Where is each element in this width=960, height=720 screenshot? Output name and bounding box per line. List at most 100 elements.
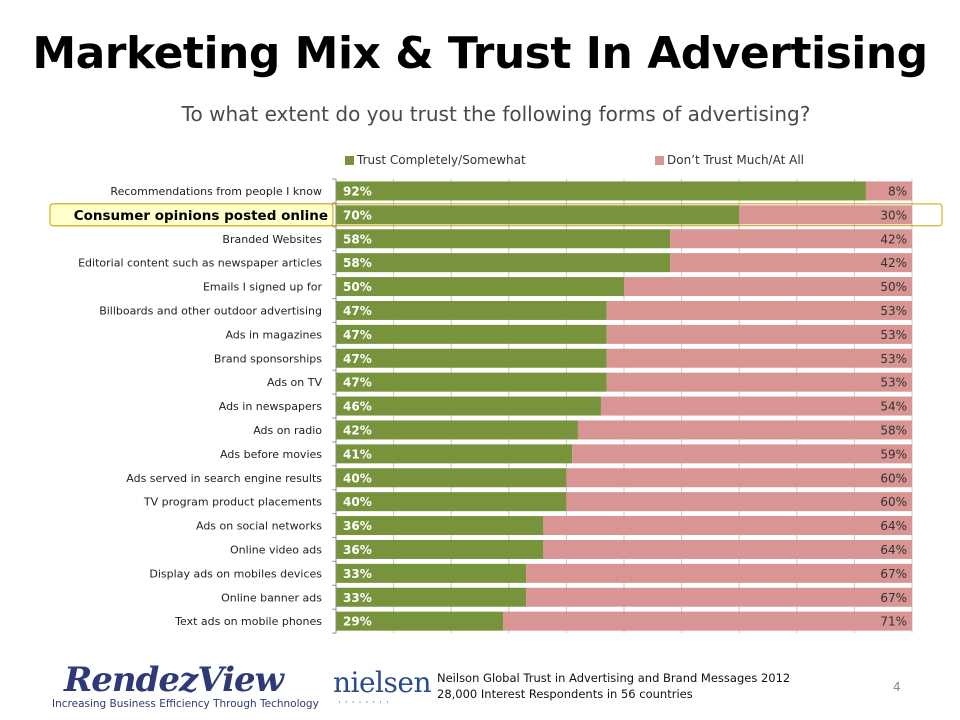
bar-trust xyxy=(336,372,607,392)
data-label-dont-trust: 67% xyxy=(880,591,907,605)
bar-trust xyxy=(336,611,504,631)
data-label-trust: 33% xyxy=(343,567,372,581)
legend-label-trust: Trust Completely/Somewhat xyxy=(357,153,526,167)
bar-trust xyxy=(336,277,624,297)
data-label-trust: 42% xyxy=(343,423,372,437)
bar-dont-trust xyxy=(503,611,912,631)
data-label-dont-trust: 71% xyxy=(880,615,907,629)
category-label: Online banner ads xyxy=(221,591,322,604)
bar-trust xyxy=(336,539,544,559)
bar-trust xyxy=(336,348,607,368)
data-label-dont-trust: 53% xyxy=(880,328,907,342)
bar-trust xyxy=(336,468,567,488)
bar-dont-trust xyxy=(577,420,912,440)
data-label-dont-trust: 58% xyxy=(880,423,907,437)
data-label-trust: 33% xyxy=(343,591,372,605)
category-label: Display ads on mobiles devices xyxy=(149,567,322,580)
rendezview-logo: RendezView Increasing Business Efficienc… xyxy=(52,660,319,716)
bar-dont-trust xyxy=(600,396,912,416)
bar-dont-trust xyxy=(606,300,912,320)
data-label-dont-trust: 53% xyxy=(880,376,907,390)
category-label: Ads on radio xyxy=(253,424,322,437)
source-line-2: 28,000 Interest Respondents in 56 countr… xyxy=(437,687,693,701)
category-label: Ads in newspapers xyxy=(219,400,323,413)
rendezview-logo-tagline: Increasing Business Efficiency Through T… xyxy=(52,698,319,710)
data-label-dont-trust: 53% xyxy=(880,304,907,318)
data-label-trust: 58% xyxy=(343,232,372,246)
bar-dont-trust xyxy=(606,324,912,344)
bar-dont-trust xyxy=(526,563,912,583)
bar-trust xyxy=(336,253,671,273)
highlight-label-box xyxy=(49,203,334,227)
data-label-dont-trust: 54% xyxy=(880,400,907,414)
nielsen-logo-dots: ········ xyxy=(338,698,393,708)
category-label: Ads in magazines xyxy=(225,328,322,341)
bar-dont-trust xyxy=(865,181,912,201)
legend-label-dont-trust: Don’t Trust Much/At All xyxy=(667,153,804,167)
data-label-trust: 92% xyxy=(343,184,372,198)
page-number: 4 xyxy=(893,680,901,694)
bar-dont-trust xyxy=(526,587,912,607)
bar-trust xyxy=(336,181,866,201)
data-label-dont-trust: 60% xyxy=(880,495,907,509)
bar-trust xyxy=(336,587,527,607)
bar-dont-trust xyxy=(670,253,912,273)
legend-swatch-dont-trust xyxy=(655,155,664,165)
bar-trust xyxy=(336,300,607,320)
data-label-dont-trust: 53% xyxy=(880,352,907,366)
bar-dont-trust xyxy=(606,372,912,392)
bar-dont-trust xyxy=(543,516,912,536)
category-label: Emails I signed up for xyxy=(203,281,323,294)
bar-trust xyxy=(336,563,527,583)
bar-dont-trust xyxy=(572,444,912,464)
category-label: Consumer opinions posted online xyxy=(74,208,328,224)
data-label-trust: 46% xyxy=(343,400,372,414)
bar-trust xyxy=(336,492,567,512)
data-label-trust: 47% xyxy=(343,328,372,342)
data-label-trust: 40% xyxy=(343,471,372,485)
bar-dont-trust xyxy=(566,468,912,488)
bar-dont-trust xyxy=(606,348,912,368)
slide-title: Marketing Mix & Trust In Advertising xyxy=(32,28,928,79)
category-label: Editorial content such as newspaper arti… xyxy=(78,257,322,270)
data-label-trust: 50% xyxy=(343,280,372,294)
bar-trust xyxy=(336,444,573,464)
data-label-dont-trust: 59% xyxy=(880,447,907,461)
bar-dont-trust xyxy=(739,205,912,225)
source-line-1: Neilson Global Trust in Advertising and … xyxy=(437,671,791,685)
rendezview-logo-word: RendezView xyxy=(64,660,284,700)
data-label-dont-trust: 42% xyxy=(880,256,907,270)
data-label-dont-trust: 42% xyxy=(880,232,907,246)
category-label: Ads served in search engine results xyxy=(126,472,322,485)
category-label: Ads on social networks xyxy=(196,520,322,533)
data-label-trust: 47% xyxy=(343,376,372,390)
data-label-trust: 41% xyxy=(343,447,372,461)
bar-dont-trust xyxy=(566,492,912,512)
category-label: Recommendations from people I know xyxy=(110,185,322,198)
category-label: Ads on TV xyxy=(267,376,322,389)
category-label: Ads before movies xyxy=(220,448,322,461)
data-label-dont-trust: 64% xyxy=(880,543,907,557)
data-label-trust: 58% xyxy=(343,256,372,270)
data-label-dont-trust: 67% xyxy=(880,567,907,581)
nielsen-logo: nielsen xyxy=(333,666,432,699)
data-label-dont-trust: 8% xyxy=(888,184,907,198)
bar-trust xyxy=(336,516,544,536)
category-label: Text ads on mobile phones xyxy=(174,615,322,628)
bar-trust xyxy=(336,205,740,225)
source-note: Neilson Global Trust in Advertising and … xyxy=(437,670,790,702)
data-label-trust: 36% xyxy=(343,519,372,533)
data-label-dont-trust: 30% xyxy=(880,208,907,222)
data-label-trust: 40% xyxy=(343,495,372,509)
bar-dont-trust xyxy=(624,277,912,297)
category-label: TV program product placements xyxy=(143,496,322,509)
slide-subtitle: To what extent do you trust the followin… xyxy=(181,102,811,126)
legend-dont-trust: Don’t Trust Much/At All xyxy=(655,153,804,167)
category-label: Branded Websites xyxy=(222,233,322,246)
bar-trust xyxy=(336,229,671,249)
bar-dont-trust xyxy=(543,539,912,559)
data-label-trust: 47% xyxy=(343,352,372,366)
bar-trust xyxy=(336,324,607,344)
data-label-trust: 70% xyxy=(343,208,372,222)
